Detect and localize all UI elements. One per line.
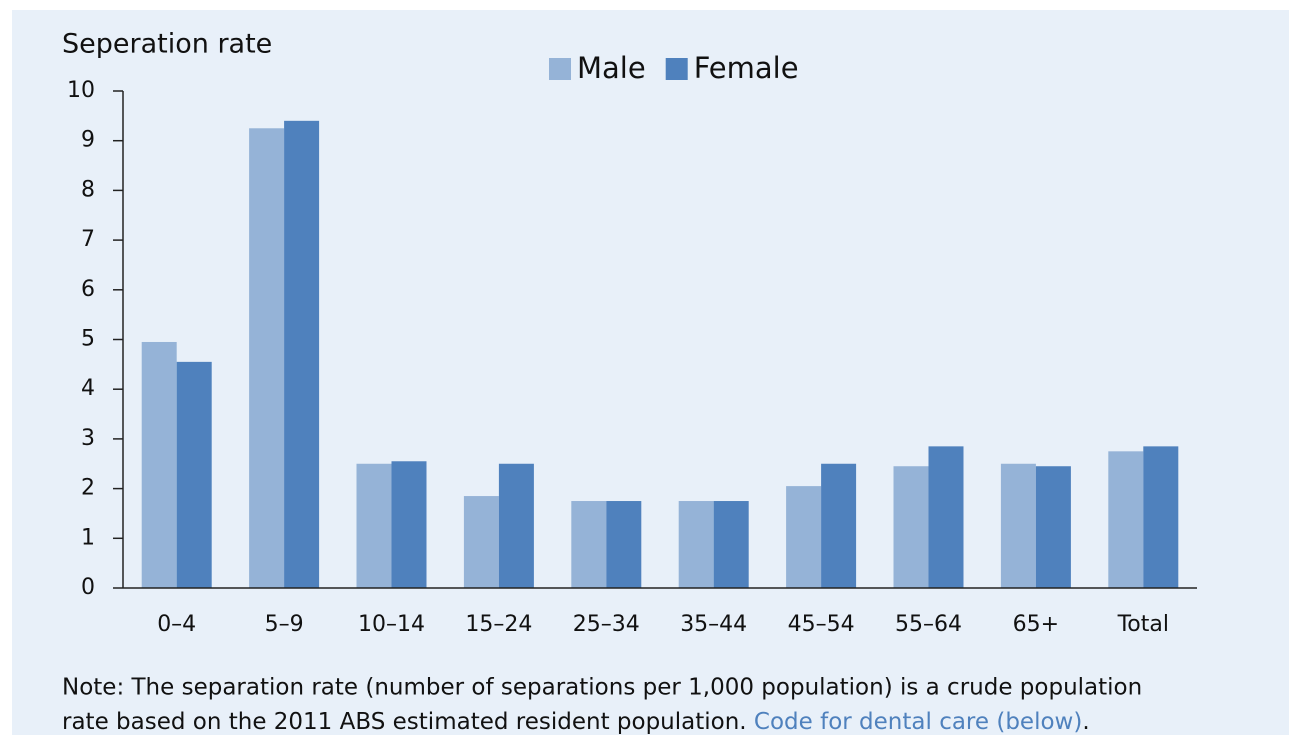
note-text: rate based on the 2011 ABS estimated res… [62,709,747,735]
y-tick-label: 10 [67,78,95,103]
bar [821,463,857,588]
note-end: . [1082,709,1089,735]
bar [463,496,499,588]
note-link[interactable]: Code for dental care (below) [754,709,1082,735]
y-tick-label: 4 [81,376,95,401]
bar [498,463,534,588]
bar [284,120,320,588]
bar [928,446,964,588]
y-tick-label: 5 [81,327,95,352]
legend-label: Male [577,51,646,85]
y-tick-label: 0 [81,575,95,600]
legend-swatch [665,58,688,80]
y-tick-label: 9 [81,128,95,153]
bar [1000,463,1036,588]
x-tick-label: 10–14 [358,612,425,637]
bar [249,128,285,588]
bar [1143,446,1179,588]
bar [356,463,392,588]
note-line2: rate based on the 2011 ABS estimated res… [62,709,1090,735]
x-tick-label: 35–44 [680,612,747,637]
bar [571,501,607,588]
bar [893,466,929,588]
bar [1108,451,1144,588]
bar [391,461,427,588]
bar [678,501,714,588]
y-tick-label: 2 [81,476,95,501]
x-tick-label: 65+ [1013,612,1059,637]
bar [786,486,822,588]
note-line1: Note: The separation rate (number of sep… [62,675,1142,701]
bar [141,341,177,588]
y-tick-label: 7 [81,227,95,252]
legend-label: Female [694,51,799,85]
x-tick-label: 0–4 [157,612,196,637]
chart-title: Seperation rate [62,29,272,60]
y-tick-label: 6 [81,277,95,302]
bar [713,501,749,588]
x-tick-label: 5–9 [265,612,304,637]
x-tick-label: 25–34 [573,612,640,637]
x-tick-label: 45–54 [788,612,855,637]
y-tick-label: 1 [81,525,95,550]
y-tick-label: 3 [81,426,95,451]
legend-swatch [549,58,571,80]
panel [12,10,1289,735]
bar [176,361,212,588]
bar [1035,466,1071,588]
x-tick-label: 55–64 [895,612,962,637]
x-tick-label: 15–24 [465,612,532,637]
bar [606,501,642,588]
x-tick-label: Total [1117,612,1169,637]
y-tick-label: 8 [81,177,95,202]
